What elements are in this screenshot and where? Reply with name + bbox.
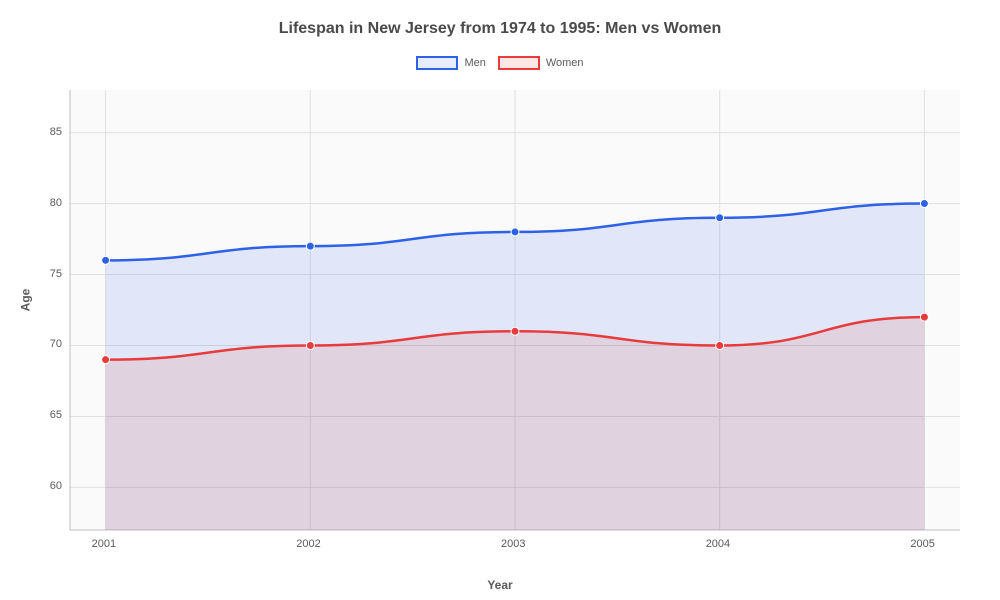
legend-item-women[interactable]: Women <box>498 56 584 70</box>
legend-swatch-women <box>498 56 540 70</box>
legend-label-women: Women <box>546 57 584 69</box>
x-tick-label: 2005 <box>910 538 934 550</box>
y-tick-label: 65 <box>50 409 62 421</box>
y-tick-label: 70 <box>50 338 62 350</box>
y-tick-label: 85 <box>50 126 62 138</box>
chart-title: Lifespan in New Jersey from 1974 to 1995… <box>0 20 1000 38</box>
chart-plot <box>0 0 1000 600</box>
x-axis-label: Year <box>0 578 1000 592</box>
x-tick-label: 2004 <box>706 538 730 550</box>
legend-label-men: Men <box>464 57 485 69</box>
x-tick-label: 2003 <box>501 538 525 550</box>
chart-container: Lifespan in New Jersey from 1974 to 1995… <box>0 0 1000 600</box>
legend-item-men[interactable]: Men <box>416 56 485 70</box>
y-tick-label: 60 <box>50 480 62 492</box>
chart-legend: Men Women <box>0 56 1000 70</box>
legend-swatch-men <box>416 56 458 70</box>
y-tick-label: 75 <box>50 268 62 280</box>
y-tick-label: 80 <box>50 197 62 209</box>
x-tick-label: 2002 <box>296 538 320 550</box>
y-axis-label: Age <box>18 289 32 312</box>
x-tick-label: 2001 <box>92 538 116 550</box>
